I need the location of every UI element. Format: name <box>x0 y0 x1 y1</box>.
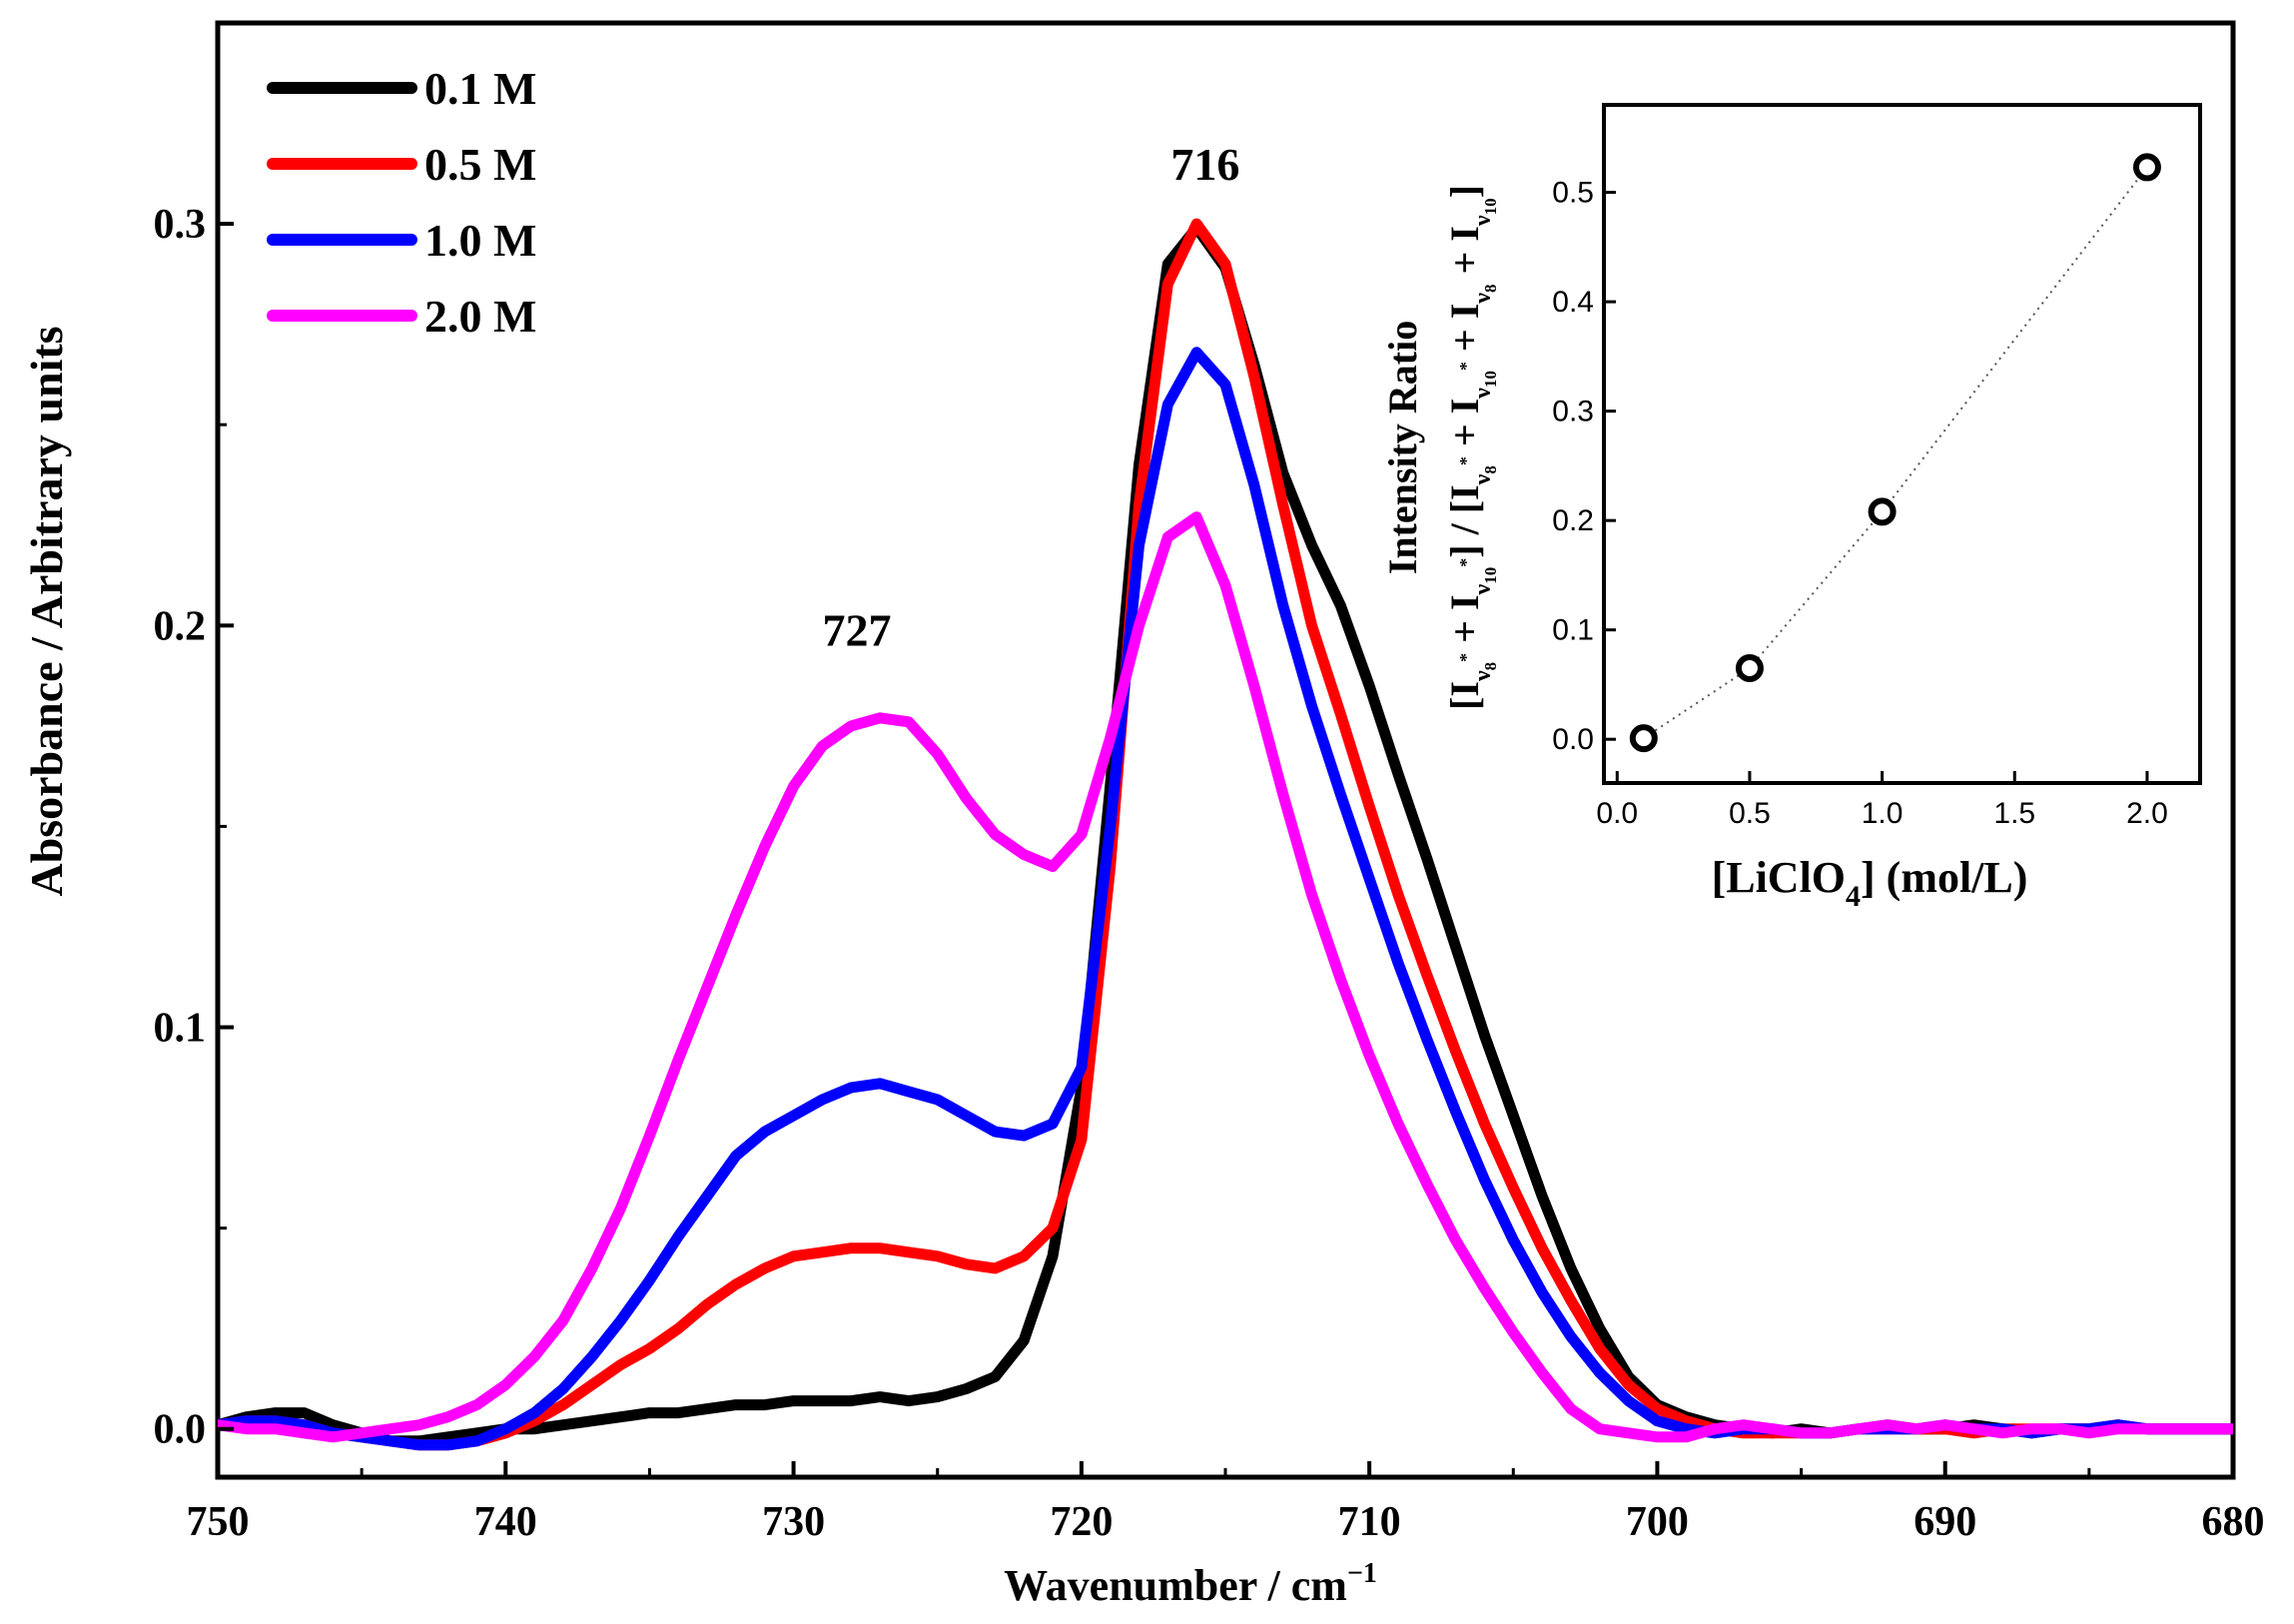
y-axis-label: Absorbance / Arbitrary units <box>21 326 72 896</box>
y-tick-label: 0.1 <box>154 1006 207 1052</box>
legend-label: 0.1 M <box>424 63 536 114</box>
inset-plot-frame <box>1602 103 2202 785</box>
x-tick-label: 750 <box>187 1499 250 1545</box>
main-axes: 750 740 730 720 710 700 690 680 0.0 0.1 0.2 0.3 <box>154 21 2265 1545</box>
inset-x-tick-label: 2.0 <box>2126 797 2168 830</box>
x-tick-label: 680 <box>2202 1499 2265 1545</box>
legend-label: 1.0 M <box>424 215 536 266</box>
inset-plot: 0.0 0.5 1.0 1.5 2.0 0.0 0.1 0.2 0.3 0.4 0.5 <box>1552 153 2168 830</box>
y-tick-label: 0.0 <box>154 1407 207 1453</box>
peak-annotation-727: 727 <box>822 604 891 655</box>
inset-x-tick-label: 0.5 <box>1729 797 1771 830</box>
peak-annotation-716: 716 <box>1170 139 1239 190</box>
inset-data-point <box>1629 724 1658 753</box>
inset-x-tick-label: 1.0 <box>1862 797 1904 830</box>
inset-y-label-line1: Intensity Ratio <box>1380 321 1425 574</box>
inset-y-tick-label: 0.4 <box>1552 286 1594 319</box>
inset-x-axis-label: [LiClO4] (mol/L) <box>1712 853 2028 913</box>
inset-data-point <box>2132 153 2161 182</box>
inset-y-axis-label: Intensity Ratio [Iν8* + Iν10*] / [Iν8* +… <box>1380 185 1500 710</box>
inset-y-label-line2: [Iν8* + Iν10*] / [Iν8* + Iν10* + Iν8 + I… <box>1442 185 1500 710</box>
inset-y-tick-label: 0.0 <box>1552 723 1594 756</box>
series-line-20M <box>218 511 2233 1443</box>
x-axis-label: Wavenumber / cm−1 <box>1004 1558 1377 1610</box>
x-tick-label: 740 <box>474 1499 537 1545</box>
legend: 0.1 M 0.5 M 1.0 M 2.0 M <box>267 63 536 342</box>
inset-x-tick-label: 1.5 <box>1993 797 2035 830</box>
inset-y-tick-label: 0.5 <box>1552 177 1594 210</box>
inset-fit-line <box>1643 166 2148 739</box>
legend-label: 2.0 M <box>424 291 536 342</box>
y-tick-label: 0.3 <box>154 202 207 248</box>
x-tick-label: 710 <box>1338 1499 1401 1545</box>
x-tick-label: 690 <box>1913 1499 1976 1545</box>
legend-label: 0.5 M <box>424 139 536 190</box>
inset-y-tick-label: 0.1 <box>1552 614 1594 647</box>
main-plot-area <box>218 218 2233 1451</box>
inset-data-point <box>1735 654 1764 683</box>
inset-y-tick-label: 0.2 <box>1552 504 1594 537</box>
x-tick-label: 730 <box>762 1499 825 1545</box>
inset-x-tick-label: 0.0 <box>1596 797 1638 830</box>
y-tick-label: 0.2 <box>154 603 207 649</box>
peak-annotations: 716 727 <box>822 139 1239 656</box>
inset-data-point <box>1868 497 1897 526</box>
x-tick-label: 720 <box>1050 1499 1113 1545</box>
x-tick-label: 700 <box>1626 1499 1689 1545</box>
inset-y-tick-label: 0.3 <box>1552 396 1594 428</box>
